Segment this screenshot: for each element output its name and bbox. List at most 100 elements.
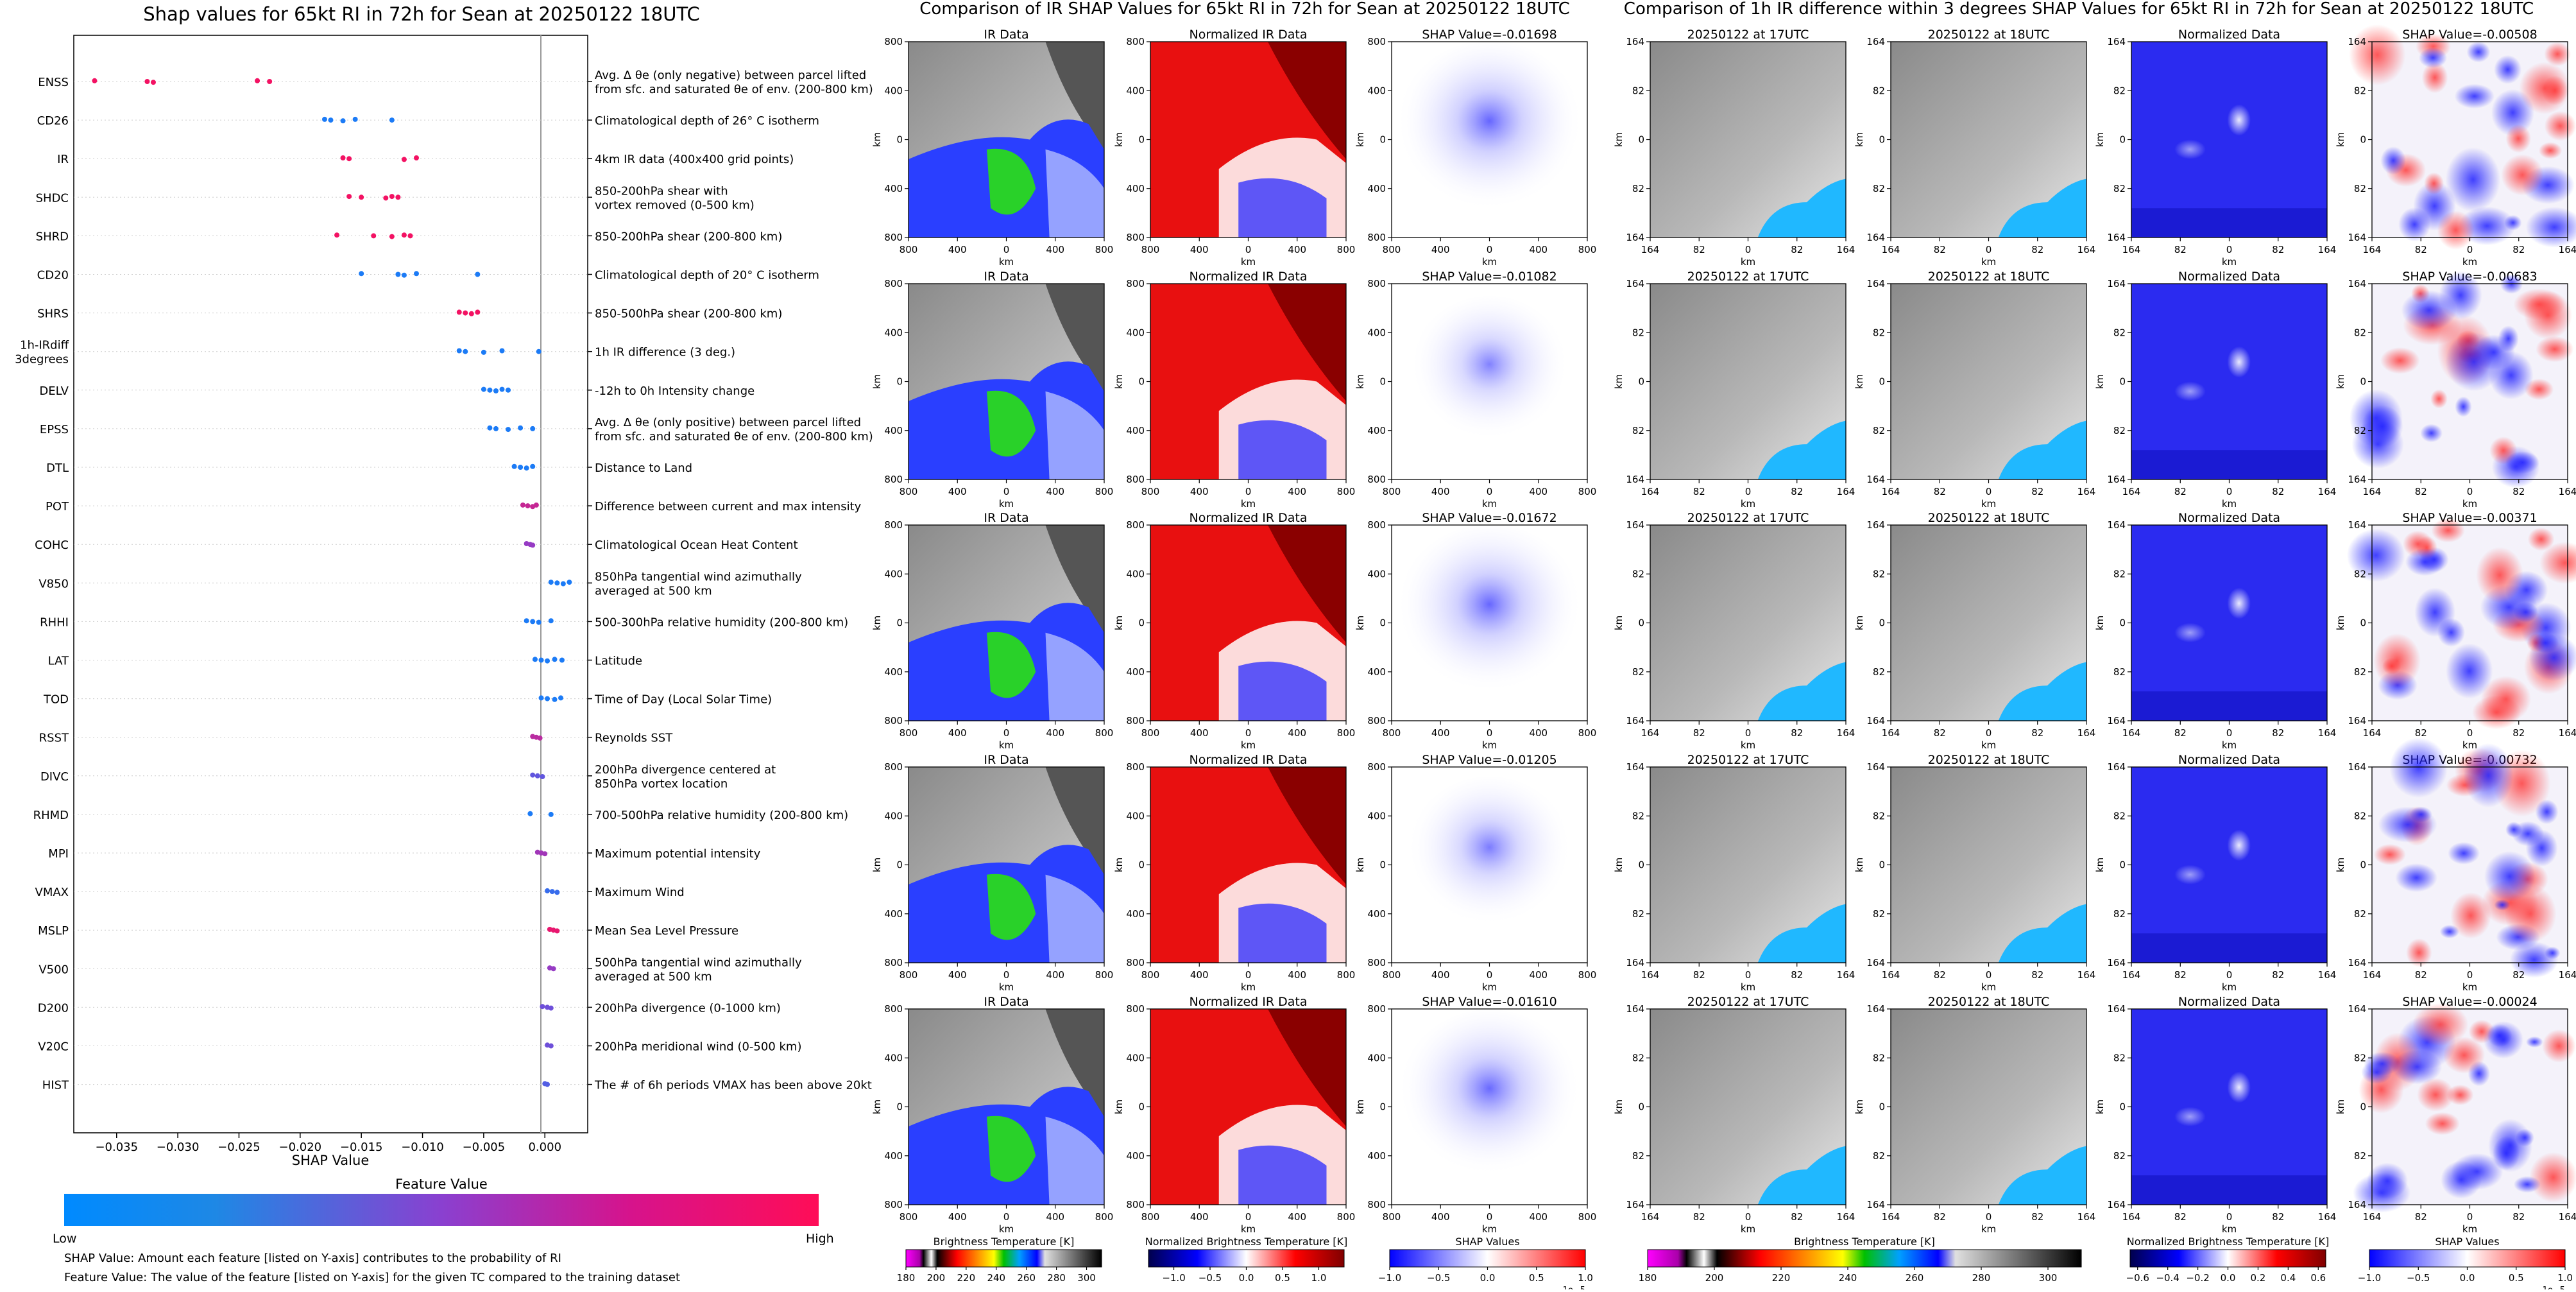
x-tick-label: 164 xyxy=(1882,1211,1900,1223)
shap-point xyxy=(548,580,554,585)
x-tick-label: 82 xyxy=(1693,1211,1705,1223)
y-tick-label: 82 xyxy=(1873,183,1885,194)
x-tick-label: 0 xyxy=(1245,727,1252,739)
shap-point xyxy=(401,232,407,238)
feature-code-label: TOD xyxy=(43,693,69,707)
y-tick-label: 400 xyxy=(1367,327,1386,338)
y-tick-label: 800 xyxy=(1367,715,1386,727)
normdiff-image-feature xyxy=(2227,587,2251,619)
y-tick-label: 164 xyxy=(2107,715,2126,727)
x-tick-label: 800 xyxy=(1337,1211,1356,1223)
diffshap-image-blob xyxy=(2455,396,2472,417)
y-tick-label: 0 xyxy=(2360,1101,2366,1113)
feature-description: Difference between current and max inten… xyxy=(595,500,862,513)
x-tick-label: 82 xyxy=(2031,244,2043,255)
shap-point xyxy=(525,503,531,509)
x-tick-label: 82 xyxy=(2174,727,2187,739)
ir-image-green-region xyxy=(987,632,1036,698)
y-tick-label: 800 xyxy=(1126,232,1145,243)
x-tick-label: 400 xyxy=(1431,727,1450,739)
y-tick-label: 164 xyxy=(1626,761,1644,773)
y-axis-label: km xyxy=(2335,857,2346,872)
y-tick-label: 164 xyxy=(2107,232,2126,243)
colorbar-tick-label: −0.5 xyxy=(1427,1272,1450,1284)
diffshap-image-blob xyxy=(2446,643,2493,699)
diffshap-image-blob xyxy=(2349,24,2406,85)
x-tick-label: 0 xyxy=(1003,727,1010,739)
shap-point xyxy=(328,117,334,123)
diffshap-image-blob xyxy=(2504,884,2557,943)
subplot-title: IR Data xyxy=(984,995,1028,1009)
x-tick-label: 800 xyxy=(1383,244,1401,255)
y-tick-label: 800 xyxy=(884,1199,903,1210)
x-tick-label: 164 xyxy=(1837,727,1855,739)
feature-code-label: VMAX xyxy=(35,886,69,899)
feature-code-label: SHDC xyxy=(36,191,69,205)
y-tick-label: 800 xyxy=(884,1003,903,1015)
feature-description: Avg. Δ θe (only negative) between parcel… xyxy=(595,69,873,96)
y-tick-label: 400 xyxy=(1367,85,1386,96)
x-tick-label: 400 xyxy=(1046,244,1064,255)
x-tick-label: 164 xyxy=(2363,969,2382,981)
normdiff-image-base xyxy=(2131,42,2327,237)
x-axis-label: km xyxy=(1241,739,1256,751)
shap-point xyxy=(506,427,511,433)
x-tick-label: 164 xyxy=(1641,969,1660,981)
x-tick-label: 82 xyxy=(2415,1211,2427,1223)
x-axis-label: km xyxy=(999,1223,1014,1235)
norm-image-dark-band xyxy=(1268,1009,1346,1126)
x-axis-label: km xyxy=(1741,498,1755,510)
shap-point xyxy=(552,696,558,702)
colorbar-tick-label: 0.4 xyxy=(2280,1272,2296,1284)
diffshap-image-blob xyxy=(2513,1176,2541,1193)
ir-image-speckle xyxy=(1045,391,1104,479)
x-tick-label: 82 xyxy=(1791,969,1803,981)
x-tick-label: 400 xyxy=(1190,244,1209,255)
x-axis-label: km xyxy=(2462,1223,2477,1235)
y-tick-label: 800 xyxy=(1126,761,1145,773)
x-tick-label: 800 xyxy=(1095,969,1114,981)
shap-point xyxy=(463,310,468,316)
y-tick-label: 800 xyxy=(1126,1003,1145,1015)
subplot-title: Normalized IR Data xyxy=(1190,995,1308,1009)
x-tick-label: 82 xyxy=(2512,244,2525,255)
diff-image-warm-region xyxy=(1757,420,1846,479)
y-tick-label: 82 xyxy=(2113,327,2126,338)
y-tick-label: 164 xyxy=(1866,761,1885,773)
y-axis-label: km xyxy=(2335,616,2346,630)
y-tick-label: 400 xyxy=(1126,327,1145,338)
feature-description: 500hPa tangential wind azimuthally averag… xyxy=(595,956,802,983)
y-tick-label: 800 xyxy=(1367,1199,1386,1210)
x-tick-label: 0 xyxy=(1986,486,1992,497)
x-tick-label: 0 xyxy=(1487,969,1493,981)
x-tick-label: 82 xyxy=(2512,727,2525,739)
ir-image-speckle xyxy=(1045,874,1104,963)
x-tick-label: 400 xyxy=(1190,969,1209,981)
shap-point xyxy=(545,888,550,893)
x-axis-label: km xyxy=(2462,739,2477,751)
x-tick-label: 0 xyxy=(1986,969,1992,981)
x-tick-label: 0 xyxy=(2226,1211,2233,1223)
x-tick-label: 800 xyxy=(1383,727,1401,739)
colorbar-swatch xyxy=(2129,1249,2326,1268)
x-tick-label: 400 xyxy=(1288,1211,1306,1223)
y-tick-label: 164 xyxy=(2348,278,2366,289)
diffshap-image-blob xyxy=(2421,62,2448,94)
subplot-title: IR Data xyxy=(984,270,1028,284)
y-tick-label: 0 xyxy=(2360,376,2366,388)
colorbar-tick-label: −0.6 xyxy=(2126,1272,2149,1284)
x-tick-label: 164 xyxy=(2318,727,2337,739)
feature-code-label: COHC xyxy=(35,538,69,552)
diffshap-image-blob xyxy=(2405,547,2445,576)
shap-point xyxy=(499,386,505,392)
shap-point xyxy=(549,889,555,895)
